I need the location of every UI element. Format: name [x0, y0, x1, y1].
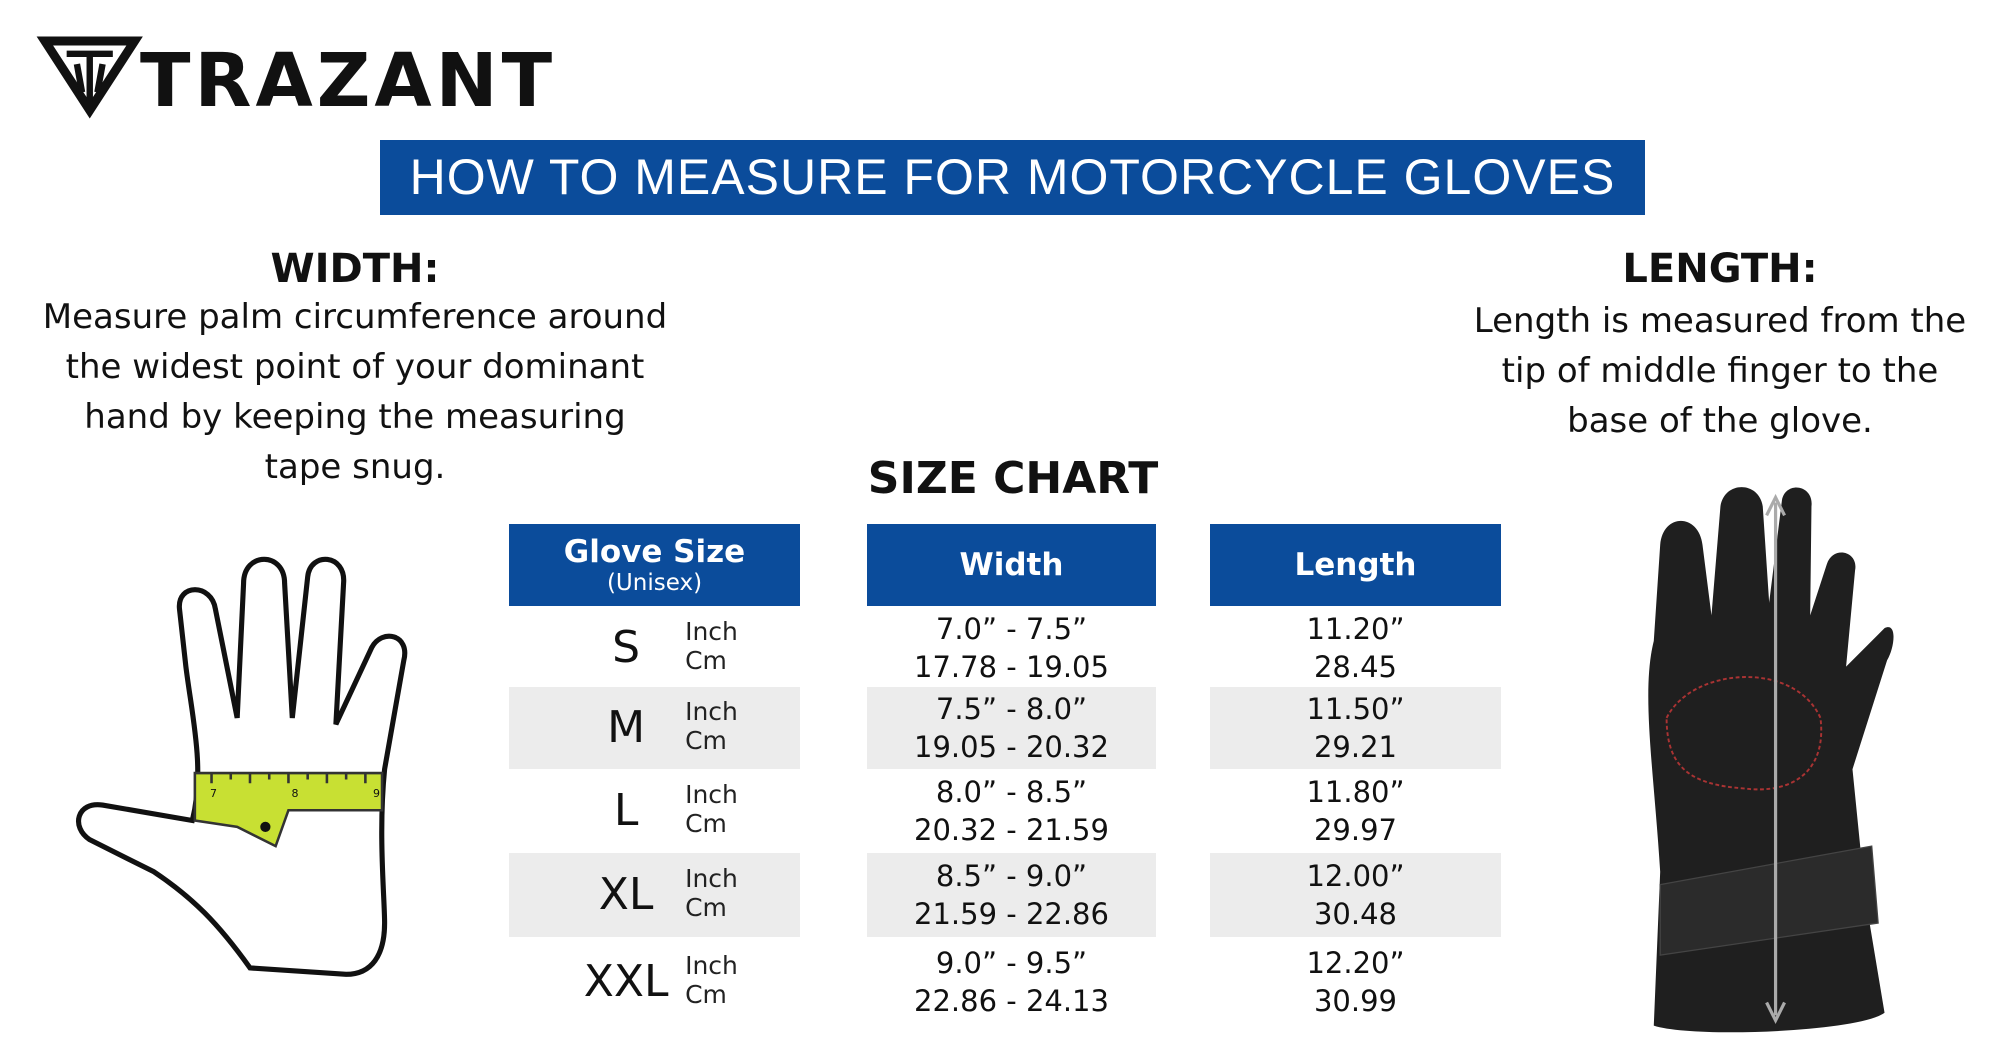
- tape-mark: 9: [373, 787, 380, 800]
- text-line: Length is measured from the: [1473, 301, 1967, 341]
- unit-label: Cm: [685, 645, 727, 675]
- length-value: 29.21: [1313, 730, 1398, 764]
- size-cell: XXL Inch Cm: [509, 937, 800, 1026]
- length-section: LENGTH: Length is measured from the tip o…: [1440, 246, 2000, 446]
- glove-photo: [1648, 487, 1894, 1033]
- tape-mark: 7: [210, 787, 217, 800]
- unit-label: Inch: [685, 697, 738, 726]
- unit-label: Cm: [685, 979, 727, 1009]
- length-cell: 11.20” 28.45: [1210, 608, 1501, 687]
- text-line: tape snug.: [264, 447, 446, 487]
- size-label: XXL: [583, 955, 669, 1007]
- size-cell: M Inch Cm: [509, 687, 800, 769]
- width-value: 9.0” - 9.5”: [935, 945, 1088, 980]
- width-cell: 9.0” - 9.5” 22.86 - 24.13: [867, 937, 1156, 1026]
- width-value: 8.5” - 9.0”: [935, 859, 1088, 893]
- width-cell: 8.5” - 9.0” 21.59 - 22.86: [867, 853, 1156, 937]
- unit-labels: Inch Cm: [685, 697, 738, 755]
- chart-title: SIZE CHART: [867, 453, 1159, 504]
- text-line: hand by keeping the measuring: [84, 397, 626, 437]
- width-value: 7.0” - 7.5”: [935, 611, 1088, 646]
- size-cell: XL Inch Cm: [509, 853, 800, 937]
- header-note: (Unisex): [606, 570, 703, 596]
- tape-marks: 7 8 9: [210, 787, 380, 800]
- width-section: WIDTH: Measure palm circumference around…: [0, 246, 710, 492]
- brand-name: TRAZANT: [140, 38, 557, 124]
- width-value: 7.5” - 8.0”: [935, 692, 1088, 726]
- width-value: 21.59 - 22.86: [914, 897, 1109, 931]
- length-value: 30.48: [1313, 897, 1398, 931]
- length-value: 11.20”: [1306, 611, 1405, 646]
- unit-label: Inch: [685, 950, 738, 980]
- header-width: Width: [867, 524, 1156, 606]
- section-heading: WIDTH:: [270, 246, 440, 292]
- width-value: 17.78 - 19.05: [914, 649, 1109, 684]
- logo-icon: [36, 36, 143, 119]
- width-cell: 7.0” - 7.5” 17.78 - 19.05: [867, 608, 1156, 687]
- size-cell: L Inch Cm: [509, 769, 800, 853]
- width-cell: 8.0” - 8.5” 20.32 - 21.59: [867, 769, 1156, 853]
- length-value: 28.45: [1313, 649, 1398, 684]
- unit-label: Cm: [685, 809, 727, 838]
- size-label: S: [612, 621, 641, 673]
- width-value: 22.86 - 24.13: [914, 983, 1109, 1018]
- unit-labels: Inch Cm: [685, 864, 738, 922]
- unit-labels: Inch Cm: [685, 951, 738, 1009]
- length-cell: 12.20” 30.99: [1210, 937, 1501, 1026]
- length-cell: 11.80” 29.97: [1210, 769, 1501, 853]
- width-value: 8.0” - 8.5”: [935, 775, 1088, 809]
- text-line: tip of middle finger to the: [1501, 351, 1939, 391]
- length-value: 29.97: [1313, 813, 1398, 847]
- length-cell: 11.50” 29.21: [1210, 687, 1501, 769]
- size-label: XL: [598, 869, 654, 920]
- section-text: Length is measured from the tip of middle…: [1440, 296, 2000, 446]
- length-value: 11.50”: [1306, 692, 1405, 726]
- size-label: L: [613, 785, 639, 836]
- size-cell: S Inch Cm: [509, 608, 800, 687]
- length-value: 30.99: [1313, 983, 1398, 1018]
- width-value: 19.05 - 20.32: [914, 730, 1109, 764]
- length-value: 12.00”: [1306, 859, 1405, 893]
- unit-labels: Inch Cm: [685, 617, 738, 675]
- unit-label: Inch: [685, 864, 738, 893]
- unit-label: Inch: [685, 780, 738, 809]
- header-label: Glove Size: [563, 534, 746, 570]
- header-length: Length: [1210, 524, 1501, 606]
- width-cell: 7.5” - 8.0” 19.05 - 20.32: [867, 687, 1156, 769]
- length-cell: 12.00” 30.48: [1210, 853, 1501, 937]
- unit-label: Cm: [685, 726, 727, 755]
- tape-mark: 8: [291, 787, 299, 800]
- section-text: Measure palm circumference around the wid…: [0, 292, 710, 492]
- header-size: Glove Size (Unisex): [509, 524, 800, 606]
- unit-label: Cm: [685, 893, 727, 922]
- banner-title: HOW TO MEASURE FOR MOTORCYCLE GLOVES: [380, 140, 1645, 215]
- section-heading: LENGTH:: [1622, 246, 1818, 292]
- length-value: 12.20”: [1306, 945, 1405, 980]
- size-label: M: [607, 702, 646, 753]
- hand-illustration: [76, 556, 408, 977]
- text-line: the widest point of your dominant: [65, 347, 645, 387]
- unit-label: Inch: [685, 616, 738, 646]
- text-line: Measure palm circumference around: [42, 297, 668, 337]
- width-value: 20.32 - 21.59: [914, 813, 1109, 847]
- unit-labels: Inch Cm: [685, 780, 738, 838]
- length-value: 11.80”: [1306, 775, 1405, 809]
- text-line: base of the glove.: [1567, 401, 1873, 441]
